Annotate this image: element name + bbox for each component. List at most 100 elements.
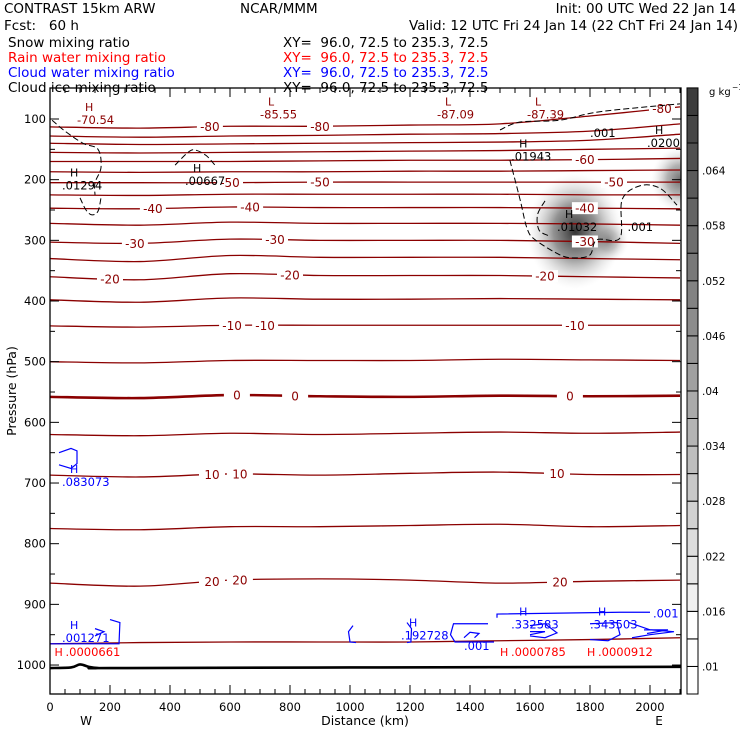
y-tick-label: 100 (24, 112, 46, 126)
isotherm-label-bg (544, 467, 570, 480)
valid-time: Valid: 12 UTC Fri 24 Jan 14 (22 ChT Fri … (409, 18, 738, 34)
isotherm-label: 10 (232, 468, 247, 482)
isotherm-label-bg (571, 235, 598, 248)
isotherm-label: -30 (265, 233, 285, 247)
y-tick-label: 900 (24, 597, 46, 611)
extremum-value: .01294 (62, 179, 102, 193)
isotherm-0 (50, 393, 681, 400)
isotherm--65 (50, 147, 681, 154)
extremum-mark: H (519, 138, 527, 151)
cloud-water-contour (58, 447, 78, 470)
isotherm-label-bg (199, 468, 225, 481)
cloud-ice-contour (509, 160, 678, 259)
isotherm-label: 0 (291, 389, 299, 403)
colorbar-label: .04 (702, 386, 719, 398)
extremum-value: .083073 (62, 475, 110, 489)
x-tick-label: 1200 (395, 700, 424, 714)
colorbar-box (686, 555, 699, 585)
isotherm-10 (50, 471, 681, 478)
isotherm-label-bg (219, 319, 246, 332)
extremum-value: .001 (464, 639, 490, 653)
isotherm-label-bg (237, 201, 264, 214)
colorbar-box (686, 418, 699, 447)
isotherm-label-bg (562, 319, 588, 332)
isotherm--80 (50, 106, 681, 129)
isotherm-label-bg (196, 120, 223, 133)
extremum-mark: H (193, 162, 201, 175)
extremum-mark: H (655, 124, 663, 137)
cloud-water-contour (496, 611, 650, 618)
colorbar-box (686, 473, 699, 502)
isotherm-label-bg (262, 233, 288, 246)
extremum-value: .001271 (62, 631, 110, 645)
isotherm-label-bg (277, 268, 303, 281)
isotherm-label: 20 (204, 575, 219, 589)
colorbar-label: .028 (702, 496, 725, 508)
isotherm-label: -50 (220, 176, 240, 190)
x-tick-label: 1800 (575, 700, 604, 714)
isotherm-label-bg (547, 575, 573, 588)
isotherm-label: -10 (222, 319, 242, 333)
extremum-value: -85.55 (260, 108, 297, 122)
isotherm--70 (50, 133, 681, 146)
isotherm-15 (50, 523, 681, 531)
isotherm-label-bg (282, 389, 309, 402)
isotherm-label: -40 (240, 201, 260, 215)
organization-label: NCAR/MMM (240, 1, 318, 17)
extremum-value: .00667 (185, 174, 225, 188)
extremum-value: .02009 (647, 136, 687, 150)
x-tick-label: 600 (219, 700, 241, 714)
cloud-water-contour (529, 623, 559, 639)
x-tick-label: 200 (99, 700, 121, 714)
colorbar-box (686, 252, 699, 282)
plot-area: -80 -80-80-60-50 -50 -50-40 -40 -40-30 -30 -30-… (50, 96, 687, 670)
cloud-water-contour (449, 623, 494, 643)
x-axis-title: Distance (km) (321, 713, 409, 728)
cloud-ice-contour (499, 103, 681, 131)
extremum-mark: H (587, 646, 595, 659)
field-cross-section-coords: XY= 96.0, 72.5 to 235.3, 72.5 (283, 50, 489, 66)
cloud-ice-contour (51, 119, 102, 195)
extremum-value: .343503 (590, 618, 638, 632)
isotherm-label: -50 (310, 176, 330, 190)
extremum-value: .0000912 (598, 645, 653, 659)
cloud-water-contour (589, 621, 621, 642)
isotherm-label-bg (223, 389, 250, 402)
extremum-value: .01943 (511, 150, 551, 164)
isotherm-label: 0 (566, 390, 574, 404)
extremum-value: .001 (590, 126, 616, 140)
west-label: W (80, 714, 92, 728)
extremum-value: .192728 (401, 628, 449, 642)
isotherm-label: -10 (255, 319, 275, 333)
x-tick-label: 2000 (635, 700, 664, 714)
isotherm-label: -20 (100, 272, 120, 286)
x-tick-label: 1400 (455, 700, 484, 714)
colorbar-label: .046 (702, 331, 726, 343)
extremum-mark: H (598, 606, 606, 619)
isotherm--20 (50, 272, 681, 281)
east-label: E (655, 714, 663, 728)
extremum-value: .332583 (511, 618, 559, 632)
isotherm-label: -30 (125, 237, 145, 251)
y-tick-label: 800 (24, 537, 46, 551)
field-name: Cloud water mixing ratio (8, 65, 175, 81)
cloud-water-contour (406, 622, 413, 644)
y-tick-label: 200 (24, 173, 46, 187)
x-tick-label: 800 (279, 700, 301, 714)
extremum-mark: H (85, 101, 93, 114)
cloud-water-contour (628, 621, 675, 639)
isotherm-label-bg (307, 176, 333, 189)
cloud-water-contour (529, 631, 546, 636)
colorbar-box (686, 142, 699, 172)
colorbar-box (686, 500, 699, 530)
y-tick-label: 700 (24, 476, 46, 490)
colorbar-units: g kg (709, 87, 731, 98)
isotherm-label-bg (226, 573, 253, 586)
isotherm-label-bg (97, 272, 123, 285)
extremum-mark: L (535, 96, 542, 109)
isotherm--5 (50, 358, 681, 364)
cloud-ice-contour (79, 197, 102, 216)
extremum-mark: H (519, 606, 527, 619)
colorbar-box (686, 390, 699, 420)
